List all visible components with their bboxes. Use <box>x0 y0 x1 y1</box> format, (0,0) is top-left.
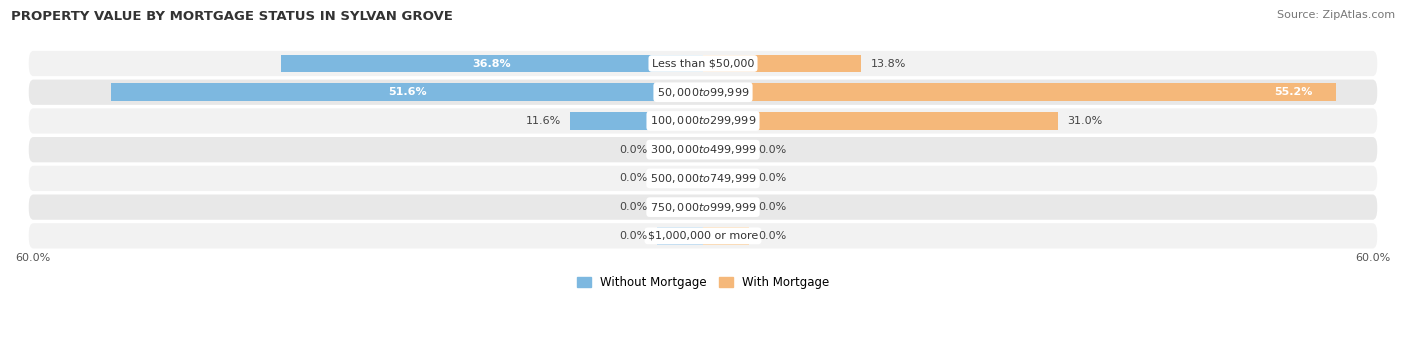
Text: $300,000 to $499,999: $300,000 to $499,999 <box>650 143 756 156</box>
Bar <box>657 227 703 245</box>
Bar <box>703 169 749 187</box>
Text: 0.0%: 0.0% <box>758 145 786 155</box>
Text: 13.8%: 13.8% <box>870 59 905 69</box>
Text: $750,000 to $999,999: $750,000 to $999,999 <box>650 201 756 214</box>
FancyBboxPatch shape <box>28 51 1378 76</box>
Text: PROPERTY VALUE BY MORTGAGE STATUS IN SYLVAN GROVE: PROPERTY VALUE BY MORTGAGE STATUS IN SYL… <box>11 10 453 23</box>
FancyBboxPatch shape <box>28 223 1378 249</box>
Text: $500,000 to $749,999: $500,000 to $749,999 <box>650 172 756 185</box>
Bar <box>703 55 862 72</box>
Text: 55.2%: 55.2% <box>1275 87 1313 97</box>
Text: 0.0%: 0.0% <box>758 231 786 241</box>
Text: 0.0%: 0.0% <box>620 202 648 212</box>
FancyBboxPatch shape <box>28 194 1378 220</box>
Text: 0.0%: 0.0% <box>758 202 786 212</box>
Text: 0.0%: 0.0% <box>620 174 648 183</box>
Bar <box>703 112 1059 130</box>
Bar <box>657 198 703 216</box>
Text: $100,000 to $299,999: $100,000 to $299,999 <box>650 115 756 128</box>
Text: 51.6%: 51.6% <box>388 87 426 97</box>
Bar <box>657 141 703 159</box>
Text: Less than $50,000: Less than $50,000 <box>652 59 754 69</box>
Text: 11.6%: 11.6% <box>526 116 561 126</box>
Text: 36.8%: 36.8% <box>472 59 512 69</box>
Bar <box>703 198 749 216</box>
Text: Source: ZipAtlas.com: Source: ZipAtlas.com <box>1277 10 1395 20</box>
Bar <box>703 83 1336 101</box>
Bar <box>703 227 749 245</box>
FancyBboxPatch shape <box>28 166 1378 191</box>
FancyBboxPatch shape <box>28 108 1378 134</box>
FancyBboxPatch shape <box>28 137 1378 162</box>
Text: 60.0%: 60.0% <box>15 253 51 263</box>
Text: 31.0%: 31.0% <box>1067 116 1102 126</box>
Text: $50,000 to $99,999: $50,000 to $99,999 <box>657 86 749 99</box>
Text: 0.0%: 0.0% <box>758 174 786 183</box>
Bar <box>111 83 703 101</box>
Legend: Without Mortgage, With Mortgage: Without Mortgage, With Mortgage <box>572 271 834 294</box>
Bar <box>281 55 703 72</box>
Bar <box>657 169 703 187</box>
Text: 60.0%: 60.0% <box>1355 253 1391 263</box>
FancyBboxPatch shape <box>28 79 1378 105</box>
Text: 0.0%: 0.0% <box>620 231 648 241</box>
Text: $1,000,000 or more: $1,000,000 or more <box>648 231 758 241</box>
Text: 0.0%: 0.0% <box>620 145 648 155</box>
Bar <box>569 112 703 130</box>
Bar <box>703 141 749 159</box>
